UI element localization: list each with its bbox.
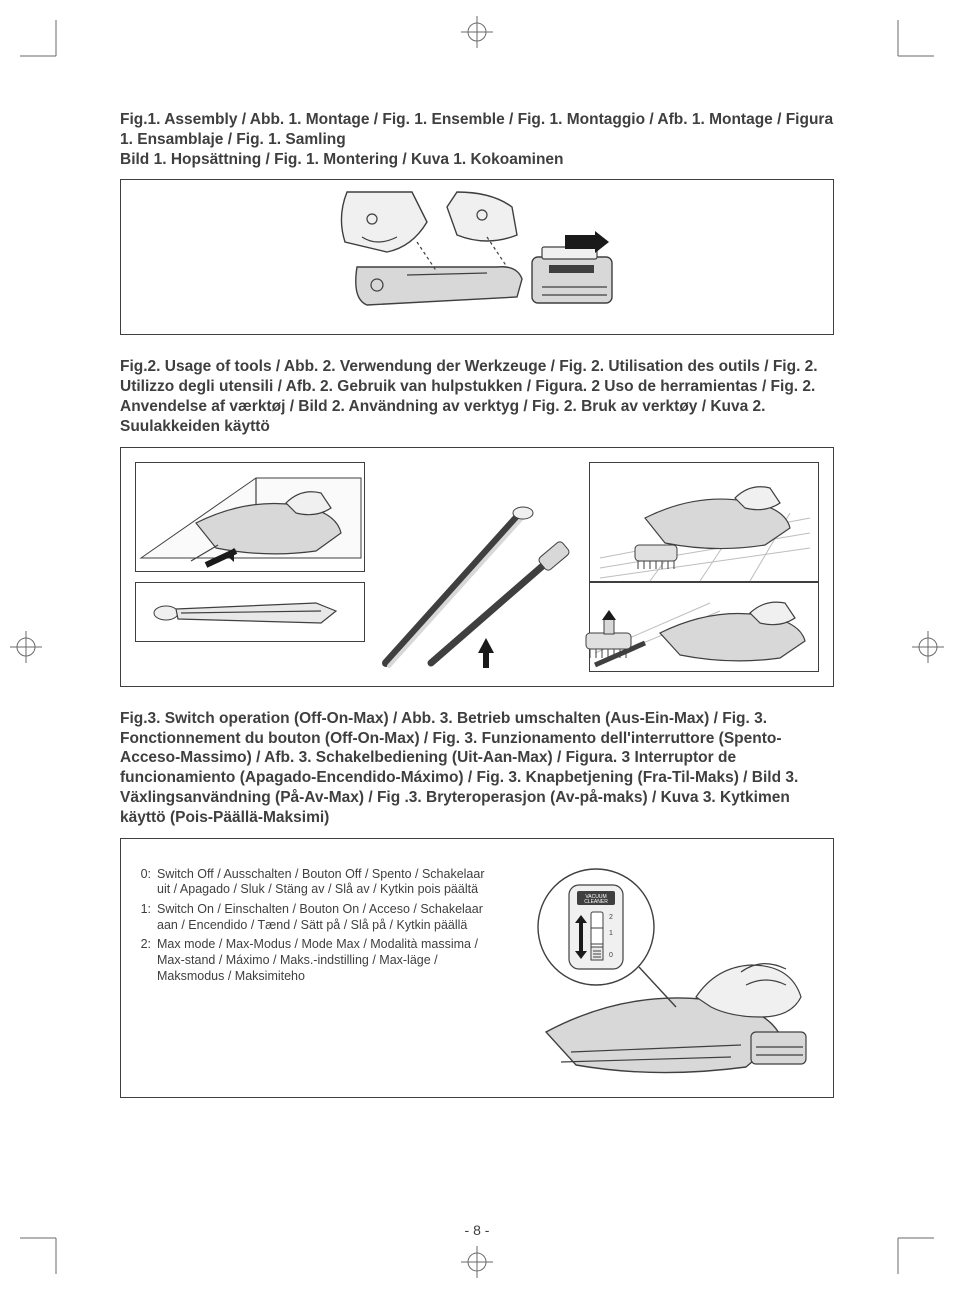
fig3-box: 0: Switch Off / Ausschalten / Bouton Off… xyxy=(120,838,834,1098)
registration-mark-icon xyxy=(459,1244,495,1280)
switch-legend: 0: Switch Off / Ausschalten / Bouton Off… xyxy=(135,857,491,1083)
registration-mark-icon xyxy=(8,629,44,665)
switch-item-0: 0: Switch Off / Ausschalten / Bouton Off… xyxy=(135,867,491,898)
crop-mark-icon xyxy=(886,20,934,68)
crop-mark-icon xyxy=(886,1226,934,1274)
fig1-caption: Fig.1. Assembly / Abb. 1. Montage / Fig.… xyxy=(120,110,834,169)
fig2-panel-vacuum-corner xyxy=(135,462,365,572)
fig2-panel-crevice-tool xyxy=(135,582,365,642)
switch-pos-0: 0 xyxy=(609,952,613,959)
fig1-box xyxy=(120,179,834,335)
fig2-center-tools xyxy=(371,468,581,678)
registration-mark-icon xyxy=(459,14,495,50)
fig2-brush-accessory xyxy=(576,608,646,668)
crop-mark-icon xyxy=(20,20,68,68)
page-content: Fig.1. Assembly / Abb. 1. Montage / Fig.… xyxy=(120,110,834,1120)
registration-mark-icon xyxy=(910,629,946,665)
switch-text: Switch On / Einschalten / Bouton On / Ac… xyxy=(157,902,491,933)
switch-item-2: 2: Max mode / Max-Modus / Mode Max / Mod… xyxy=(135,937,491,984)
switch-key: 2: xyxy=(135,937,157,984)
page-number: - 8 - xyxy=(465,1222,490,1238)
fig3-illustration: VACUUMCLEANER 2 1 0 xyxy=(491,857,819,1083)
fig2-caption: Fig.2. Usage of tools / Abb. 2. Verwendu… xyxy=(120,357,834,436)
switch-key: 1: xyxy=(135,902,157,933)
fig2-box xyxy=(120,447,834,687)
fig1-illustration xyxy=(317,187,637,327)
switch-text: Max mode / Max-Modus / Mode Max / Modali… xyxy=(157,937,491,984)
switch-pos-2: 2 xyxy=(609,914,613,921)
switch-pos-1: 1 xyxy=(609,930,613,937)
fig2-panel-brush-floor xyxy=(589,462,819,582)
switch-text: Switch Off / Ausschalten / Bouton Off / … xyxy=(157,867,491,898)
crop-mark-icon xyxy=(20,1226,68,1274)
switch-key: 0: xyxy=(135,867,157,898)
switch-panel-label: VACUUMCLEANER xyxy=(584,894,608,905)
switch-item-1: 1: Switch On / Einschalten / Bouton On /… xyxy=(135,902,491,933)
fig3-caption: Fig.3. Switch operation (Off-On-Max) / A… xyxy=(120,709,834,828)
